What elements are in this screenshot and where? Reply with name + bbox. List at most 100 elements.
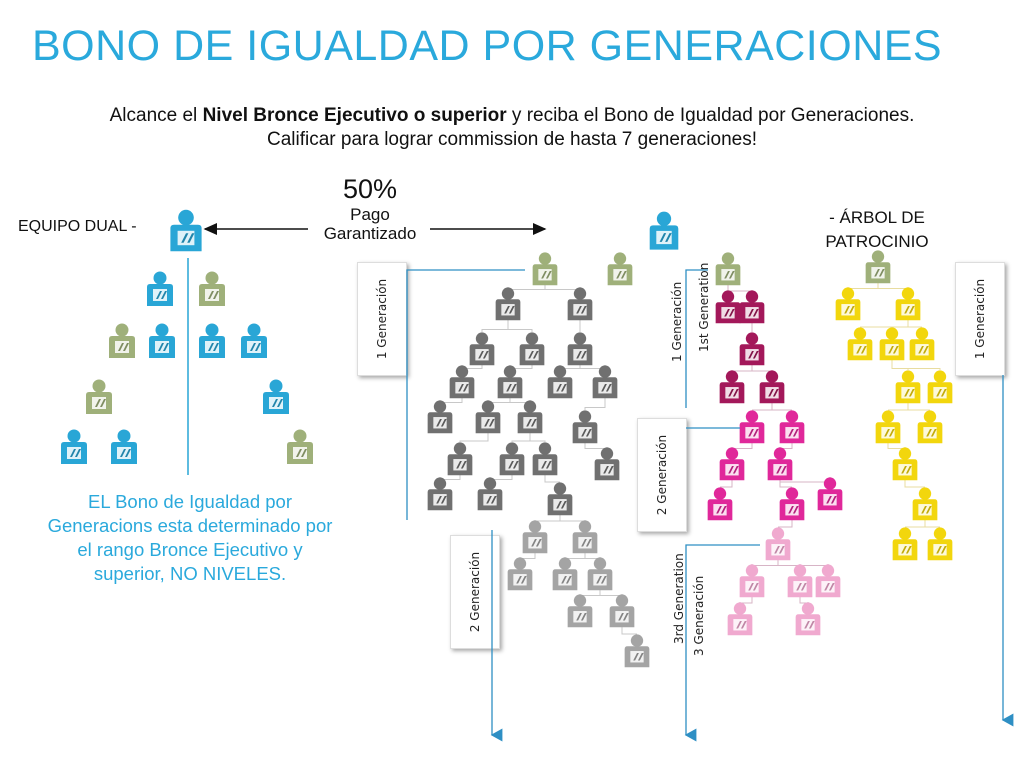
tree-connector (907, 402, 930, 411)
person-icon (427, 400, 453, 434)
subtitle-line-2: Calificar para lograr commission de hast… (266, 129, 758, 150)
person-icon (241, 323, 267, 358)
person-icon (765, 527, 791, 561)
person-icon (879, 327, 905, 361)
person-icon (787, 564, 813, 598)
person-icon (739, 290, 765, 324)
subtitle-part-1: Alcance el (109, 105, 203, 126)
person-icon (111, 429, 137, 464)
person-icon (707, 487, 733, 521)
person-icon (715, 290, 741, 324)
person-icon (199, 323, 225, 358)
pink-gen1-bracket (685, 269, 708, 408)
person-icon (715, 252, 741, 286)
yellow-gen1-card: 1 Generación (955, 262, 1005, 376)
person-icon (594, 447, 620, 481)
payout-label-line-2: Garantizado (323, 224, 417, 243)
person-icon (835, 287, 861, 321)
person-icon (199, 271, 225, 306)
person-icon (532, 252, 558, 286)
person-icon (895, 370, 921, 404)
person-icon (547, 482, 573, 516)
person-icon (519, 332, 545, 366)
person-icon (572, 410, 598, 444)
person-icon (61, 429, 87, 464)
person-icon (892, 527, 918, 561)
person-icon (449, 365, 475, 399)
tree-connector (779, 479, 792, 488)
tree-connector (904, 479, 925, 488)
person-icon (865, 250, 891, 284)
person-icon (927, 370, 953, 404)
arbol-label-line-1: - ÁRBOL DE (829, 208, 925, 227)
person-icon (607, 252, 633, 286)
person-icon (522, 520, 548, 554)
page-title: BONO DE IGUALDAD POR GENERACIONES (32, 22, 943, 70)
person-icon (477, 477, 503, 511)
person-icon (572, 520, 598, 554)
person-icon (815, 564, 841, 598)
person-icon (719, 370, 745, 404)
person-icon (609, 594, 635, 628)
person-icon (779, 410, 805, 444)
person-icon (759, 370, 785, 404)
subtitle: Alcance el Nivel Bronce Ejecutivo o supe… (0, 104, 1024, 152)
tree-connector (507, 319, 533, 332)
tree-connector (481, 319, 509, 332)
person-icon (147, 271, 173, 306)
arbol-label: - ÁRBOL DE PATROCINIO (812, 206, 942, 254)
person-icon (552, 557, 578, 591)
tree-connector (529, 432, 546, 442)
person-icon (547, 365, 573, 399)
tree-connector (459, 432, 489, 442)
tree-connector (752, 402, 773, 411)
person-icon (917, 410, 943, 444)
person-icon (909, 327, 935, 361)
subtitle-part-2: y reciba el Bono de Igualdad por Generac… (506, 105, 915, 126)
tree-connector (720, 479, 733, 488)
person-icon (447, 442, 473, 476)
person-icon (624, 634, 650, 668)
person-icon (817, 477, 843, 511)
person-icon (507, 557, 533, 591)
person-icon (517, 400, 543, 434)
tree-connector (621, 626, 637, 635)
person-icon (847, 327, 873, 361)
tree-connector (905, 519, 926, 528)
equipo-dual-label: EQUIPO DUAL - (18, 218, 137, 235)
tree-connector (778, 519, 793, 528)
person-icon (649, 211, 679, 250)
person-icon (912, 487, 938, 521)
tree-connector (860, 319, 909, 328)
person-icon (739, 410, 765, 444)
person-icon (739, 332, 765, 366)
person-icon (475, 400, 501, 434)
payout-label: Pago Garantizado (300, 205, 440, 243)
tree-connector (544, 474, 560, 483)
person-icon (170, 209, 202, 252)
person-icon (86, 379, 112, 414)
person-icon (567, 332, 593, 366)
person-icon (927, 527, 953, 561)
person-icon (469, 332, 495, 366)
person-icon (532, 442, 558, 476)
arrow-down-icon (684, 544, 760, 742)
person-icon (892, 447, 918, 481)
person-icon (497, 365, 523, 399)
person-icon (779, 487, 805, 521)
tree-connector (892, 319, 909, 328)
person-icon (567, 594, 593, 628)
tree-connector (511, 432, 531, 442)
person-icon (767, 447, 793, 481)
pink-gen2-card: 2 Generación (637, 418, 687, 532)
person-icon (727, 602, 753, 636)
person-icon (875, 410, 901, 444)
payout-percent: 50% (343, 174, 398, 204)
person-icon (719, 447, 745, 481)
arbol-label-line-2: PATROCINIO (825, 232, 929, 251)
subtitle-line-1: Alcance el Nivel Bronce Ejecutivo o supe… (0, 104, 1024, 128)
person-icon (592, 365, 618, 399)
tree-connector (907, 319, 922, 328)
tree-connector (924, 519, 940, 528)
tree-connector (771, 402, 792, 411)
